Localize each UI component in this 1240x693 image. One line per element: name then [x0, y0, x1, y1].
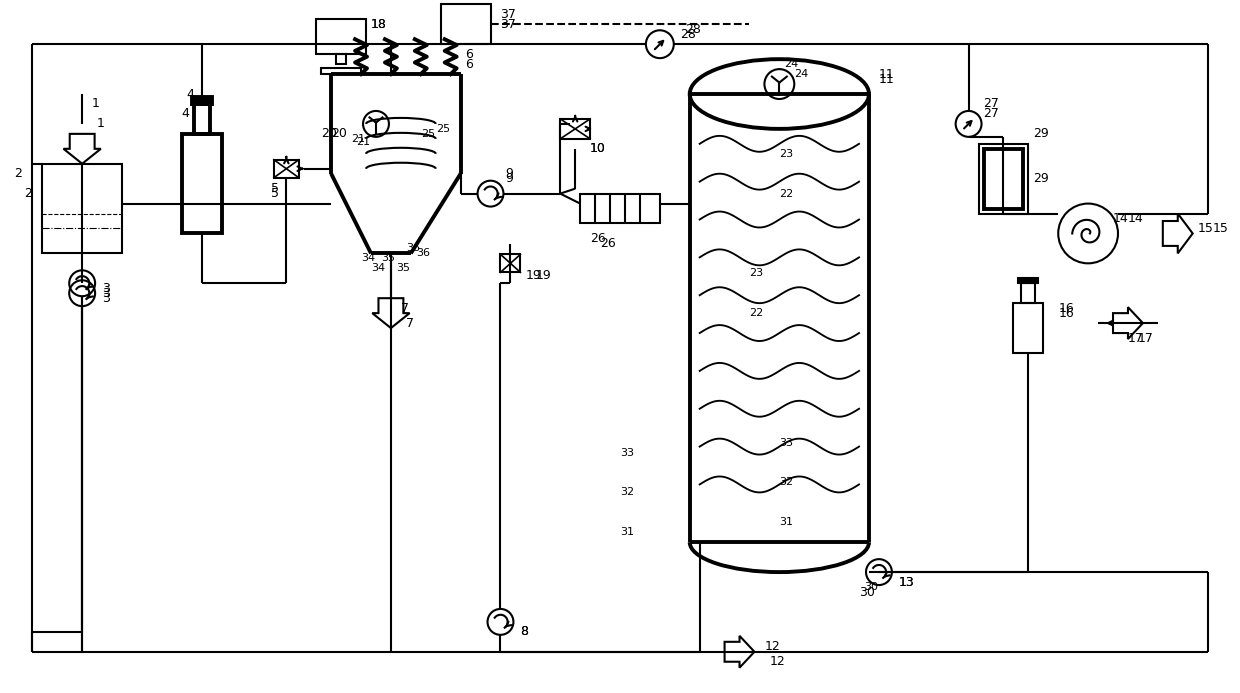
Text: 6: 6: [466, 48, 474, 61]
Text: 34: 34: [371, 263, 386, 273]
Bar: [193, 104, 210, 134]
Bar: [560, 119, 590, 139]
Text: 32: 32: [620, 487, 634, 498]
Text: 20: 20: [331, 128, 347, 141]
Text: 7: 7: [405, 317, 414, 330]
Text: 2: 2: [15, 167, 22, 180]
Text: 31: 31: [780, 517, 794, 527]
Text: 34: 34: [361, 254, 376, 263]
Bar: [580, 193, 660, 224]
Text: 27: 27: [983, 98, 999, 110]
Text: 37: 37: [501, 8, 516, 21]
Text: 21: 21: [356, 137, 371, 147]
Text: 25: 25: [420, 129, 435, 139]
Text: 12: 12: [764, 640, 780, 653]
Text: 17: 17: [1128, 331, 1143, 344]
Text: 33: 33: [780, 437, 794, 448]
Text: 17: 17: [1138, 331, 1153, 344]
Text: 19: 19: [526, 269, 541, 282]
Bar: [978, 144, 1028, 213]
Text: 26: 26: [600, 237, 616, 250]
Text: 9: 9: [506, 167, 513, 180]
Text: 26: 26: [590, 232, 606, 245]
Bar: [182, 134, 222, 234]
Text: 11: 11: [879, 73, 895, 85]
Text: 19: 19: [536, 269, 551, 282]
Bar: [274, 160, 299, 177]
Text: 35: 35: [396, 263, 410, 273]
Text: 14: 14: [1128, 212, 1143, 225]
Text: 10: 10: [590, 142, 606, 155]
Text: 23: 23: [780, 149, 794, 159]
Text: 3: 3: [102, 287, 110, 299]
Text: 36: 36: [415, 248, 430, 258]
Bar: [440, 4, 491, 44]
Text: 18: 18: [371, 18, 387, 30]
Text: 22: 22: [749, 308, 764, 318]
Text: 28: 28: [684, 23, 701, 36]
Text: 20: 20: [321, 128, 337, 141]
Text: 8: 8: [521, 625, 528, 638]
Text: 18: 18: [371, 18, 387, 30]
Text: 3: 3: [102, 282, 110, 295]
Text: 4: 4: [182, 107, 190, 121]
Text: 24: 24: [785, 59, 799, 69]
Text: 33: 33: [620, 448, 634, 457]
Text: 13: 13: [899, 576, 915, 588]
Text: 29: 29: [1033, 128, 1049, 141]
Text: 13: 13: [899, 576, 915, 588]
Text: 36: 36: [405, 243, 420, 254]
Text: 30: 30: [864, 582, 878, 592]
Text: 5: 5: [272, 182, 279, 195]
Text: 25: 25: [435, 124, 450, 134]
Text: 10: 10: [590, 142, 606, 155]
Text: 16: 16: [1058, 306, 1074, 319]
Text: 37: 37: [501, 18, 516, 30]
Text: 16: 16: [1058, 301, 1074, 315]
Text: 11: 11: [879, 68, 895, 80]
Bar: [1013, 303, 1043, 353]
Bar: [42, 164, 122, 254]
Bar: [192, 97, 212, 104]
Text: 15: 15: [1213, 222, 1229, 235]
Bar: [336, 54, 346, 64]
Text: 23: 23: [749, 268, 764, 279]
Text: 1: 1: [97, 117, 105, 130]
Bar: [316, 19, 366, 54]
Text: 30: 30: [859, 586, 875, 599]
Text: 27: 27: [983, 107, 999, 121]
Text: 32: 32: [780, 477, 794, 487]
Bar: [1022, 283, 1035, 303]
Text: 14: 14: [1114, 212, 1128, 225]
Bar: [1018, 279, 1038, 283]
Text: 29: 29: [1033, 172, 1049, 185]
Text: 22: 22: [780, 188, 794, 199]
Text: 35: 35: [381, 254, 396, 263]
Text: 31: 31: [620, 527, 634, 537]
Text: 9: 9: [506, 172, 513, 185]
Text: 3: 3: [102, 292, 110, 305]
Text: 8: 8: [521, 625, 528, 638]
Text: 2: 2: [25, 187, 32, 200]
Bar: [983, 149, 1023, 209]
Text: 15: 15: [1198, 222, 1214, 235]
Bar: [501, 254, 521, 272]
Text: 7: 7: [401, 301, 409, 315]
Text: 28: 28: [680, 28, 696, 41]
Text: 5: 5: [272, 187, 279, 200]
Text: 24: 24: [795, 69, 808, 79]
Text: 4: 4: [187, 87, 195, 100]
Text: 21: 21: [351, 134, 366, 144]
Text: 1: 1: [92, 98, 100, 110]
Text: 6: 6: [466, 58, 474, 71]
Text: 12: 12: [769, 655, 785, 668]
Bar: [321, 68, 361, 74]
